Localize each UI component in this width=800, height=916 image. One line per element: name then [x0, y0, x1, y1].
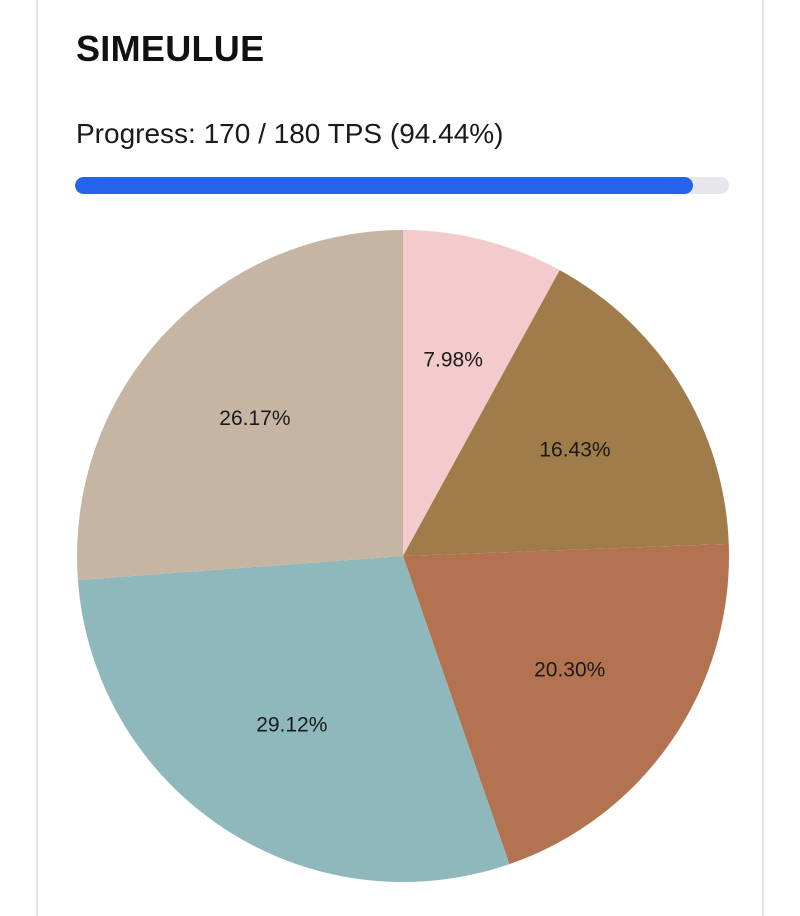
pie-slice-label: 26.17%	[219, 407, 290, 430]
pie-slice-label: 20.30%	[534, 659, 605, 682]
pie-slice-label: 7.98%	[423, 349, 483, 372]
progress-text: Progress: 170 / 180 TPS (94.44%)	[76, 118, 504, 149]
card-title: SIMEULUE	[76, 28, 265, 69]
pie-slice-label: 16.43%	[539, 438, 610, 461]
pie-chart: 7.98% 16.43% 20.30% 29.12% 26.17%	[77, 230, 729, 882]
pie-slice-label: 29.12%	[256, 713, 327, 736]
pie-slice	[403, 230, 560, 556]
progress-bar	[75, 177, 729, 194]
pie-slice	[77, 230, 403, 580]
progress-bar-fill	[75, 177, 693, 194]
pie-slice	[403, 270, 729, 556]
chart-card: SIMEULUE Progress: 170 / 180 TPS (94.44%…	[36, 0, 764, 916]
pie-slice	[403, 543, 729, 865]
pie-slice	[77, 556, 510, 882]
